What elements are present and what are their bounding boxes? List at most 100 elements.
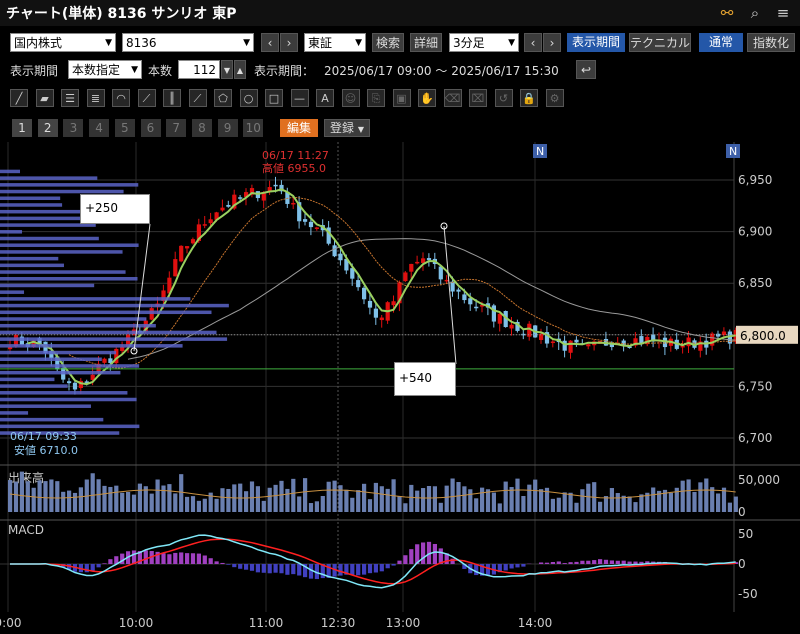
undo-icon[interactable]: ↺ [494, 89, 513, 107]
lock-icon[interactable]: 🔒 [520, 89, 538, 107]
annotation-pointer [443, 225, 457, 365]
macd-histogram-bar [415, 544, 420, 564]
volume-bar [456, 482, 461, 512]
slot-tab-4[interactable]: 4 [89, 119, 110, 137]
volume-bar [426, 486, 432, 512]
chevron-down-icon: ▼ [508, 38, 515, 48]
slot-tab-8[interactable]: 8 [191, 119, 212, 137]
slot-tab-2[interactable]: 2 [37, 119, 58, 137]
candle-body [120, 347, 125, 351]
next-interval-button[interactable]: › [543, 33, 561, 52]
normal-button[interactable]: 通常 [699, 33, 743, 52]
volume-bar [556, 497, 561, 512]
slot-tab-7[interactable]: 7 [166, 119, 187, 137]
eraser-icon[interactable]: ⌫ [443, 89, 462, 107]
fan-icon[interactable]: ⟋ [137, 89, 156, 107]
candle-body [415, 261, 420, 264]
detail-button[interactable]: 詳細 [410, 33, 442, 52]
candle-body [462, 294, 467, 301]
count-mode-select[interactable]: 本数指定 ▼ [68, 60, 142, 79]
arc-icon[interactable]: ◠ [112, 89, 130, 107]
interval-select[interactable]: 3分足 ▼ [449, 33, 519, 52]
volume-bar [96, 479, 101, 512]
code-input[interactable]: 8136 ▼ [122, 33, 254, 52]
prev-code-button[interactable]: ‹ [261, 33, 279, 52]
candle-body [108, 358, 113, 363]
volume-bar [444, 485, 449, 512]
candle-body [356, 280, 361, 288]
slot-tab-3[interactable]: 3 [63, 119, 84, 137]
slot-tab-5[interactable]: 5 [114, 119, 135, 137]
volume-bar [214, 498, 219, 512]
volume-bar [474, 498, 479, 512]
settings-icon[interactable]: ⚙ [545, 89, 564, 107]
technical-button[interactable]: テクニカル [629, 33, 691, 52]
volume-bar [544, 487, 550, 512]
macd-histogram-bar [480, 564, 485, 576]
count-input[interactable]: 112 [178, 60, 220, 79]
candle-body [90, 374, 95, 380]
gann-icon[interactable]: ⟋ [188, 89, 207, 107]
menu-icon[interactable]: ≡ [776, 4, 790, 22]
macd-histogram-bar [273, 564, 278, 573]
slot-tab-6[interactable]: 6 [140, 119, 161, 137]
volume-bar [202, 498, 207, 512]
annotation-box[interactable]: +540 [394, 362, 456, 396]
macd-histogram-bar [102, 563, 107, 564]
erase-all-icon[interactable]: ⌧ [469, 89, 487, 107]
copy-icon[interactable]: ⎘ [367, 89, 385, 107]
search-button[interactable]: 検索 [372, 33, 404, 52]
volume-bar [733, 496, 738, 512]
text-icon[interactable]: A [316, 89, 334, 107]
volume-bar [350, 497, 355, 512]
register-button[interactable]: 登録 ▼ [324, 119, 370, 137]
candle-body [291, 202, 296, 205]
volume-bar [273, 484, 278, 512]
paste-icon[interactable]: ▣ [392, 89, 411, 107]
candle-body [84, 381, 89, 383]
index-button[interactable]: 指数化 [747, 33, 795, 52]
prev-interval-button[interactable]: ‹ [524, 33, 542, 52]
vlines-icon[interactable]: ║ [163, 89, 181, 107]
icon-stamp-icon[interactable]: ☺ [341, 89, 360, 107]
slot-tab-10[interactable]: 10 [243, 119, 264, 137]
candle-body [78, 380, 83, 389]
candle-body [102, 358, 107, 363]
slot-tab-9[interactable]: 9 [217, 119, 238, 137]
period-button[interactable]: 表示期間 [567, 33, 625, 52]
chart-area[interactable]: 6,9506,9006,8506,8006,7506,7006,800.006/… [0, 142, 800, 634]
macd-histogram-bar [379, 564, 384, 572]
link-icon[interactable]: ⚯ [720, 4, 734, 22]
edit-button[interactable]: 編集 [280, 119, 318, 137]
count-up-button[interactable]: ▲ [234, 60, 246, 79]
hand-icon[interactable]: ✋ [418, 89, 436, 107]
reset-range-button[interactable]: ↩ [576, 60, 596, 79]
ruler-icon[interactable]: ▰ [35, 89, 54, 107]
volume-profile-bar [0, 283, 95, 288]
next-code-button[interactable]: › [280, 33, 298, 52]
exchange-select[interactable]: 東証 ▼ [304, 33, 366, 52]
hline-icon[interactable]: — [290, 89, 309, 107]
volume-profile-bar [0, 391, 128, 395]
macd-histogram-bar [391, 564, 396, 566]
line-tool-icon[interactable]: ╱ [10, 89, 28, 107]
market-type-select[interactable]: 国内株式 ▼ [10, 33, 116, 52]
time-tick-label: 14:00 [518, 616, 553, 630]
search-icon[interactable]: ⌕ [750, 4, 760, 22]
macd-histogram-bar [232, 564, 237, 568]
rectangle-icon[interactable]: □ [265, 89, 283, 107]
annotation-box[interactable]: +250 [80, 194, 150, 224]
register-label: 登録 [330, 121, 355, 135]
volume-bar [143, 486, 148, 512]
volume-bar [627, 496, 632, 512]
volume-bar [385, 488, 390, 512]
slot-tab-1[interactable]: 1 [12, 119, 32, 137]
macd-histogram-bar [509, 564, 514, 569]
circle-icon[interactable]: ○ [239, 89, 258, 107]
hlines-dense-icon[interactable]: ≣ [86, 89, 105, 107]
price-tick-label: 6,700 [738, 431, 772, 445]
count-down-button[interactable]: ▼ [221, 60, 233, 79]
chevron-down-icon: ▼ [355, 38, 362, 48]
pentagon-icon[interactable]: ⬠ [214, 89, 232, 107]
hlines-icon[interactable]: ☰ [61, 89, 79, 107]
